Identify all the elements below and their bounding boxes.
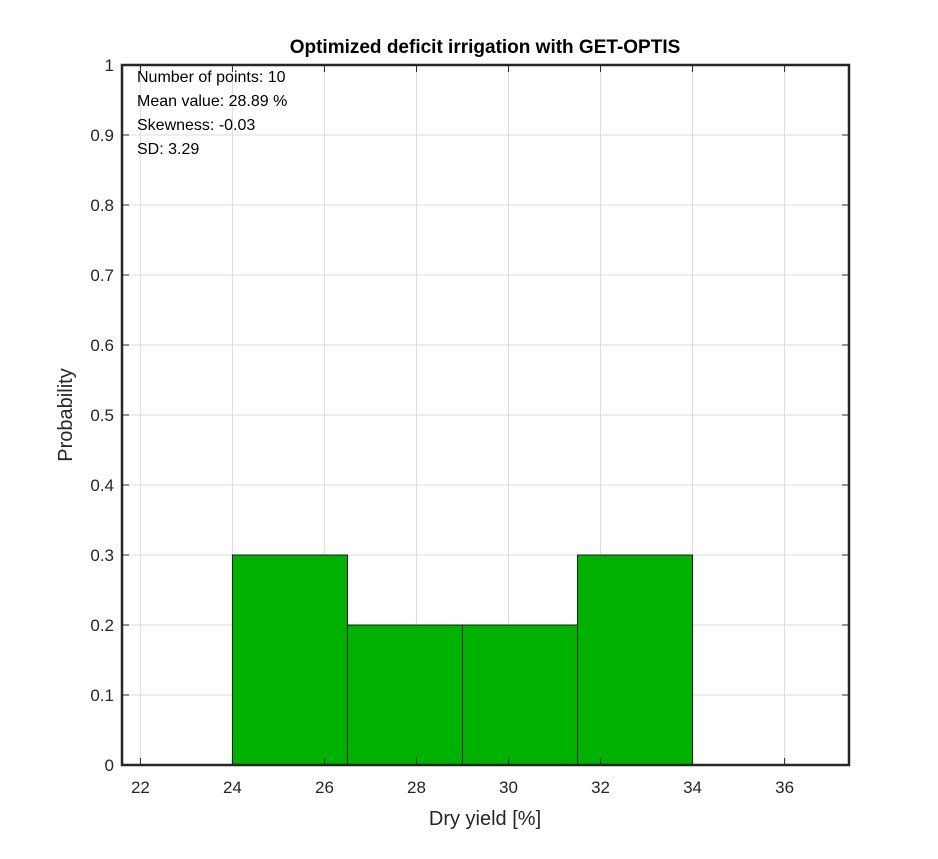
stats-line: SD: 3.29 bbox=[137, 141, 199, 158]
y-tick-label: 0 bbox=[105, 756, 114, 775]
x-tick-label: 28 bbox=[407, 778, 426, 797]
histogram-bar bbox=[461, 624, 579, 766]
x-tick-label: 36 bbox=[775, 778, 794, 797]
histogram-bar bbox=[346, 624, 463, 766]
y-tick-label: 0.1 bbox=[90, 686, 114, 705]
bars-layer bbox=[231, 554, 694, 766]
stats-line: Mean value: 28.89 % bbox=[137, 93, 287, 110]
y-axis-label: Probability bbox=[55, 368, 77, 461]
x-tick-label: 24 bbox=[223, 778, 242, 797]
stats-annotation: Number of points: 10 Mean value: 28.89 % S… bbox=[137, 69, 287, 158]
y-tick-label: 0.4 bbox=[90, 476, 114, 495]
x-tick-label: 22 bbox=[131, 778, 150, 797]
y-tick-label: 0.2 bbox=[90, 616, 114, 635]
chart-title: Optimized deficit irrigation with GET-OP… bbox=[290, 37, 681, 58]
y-tick-label: 0.6 bbox=[90, 336, 114, 355]
x-tick-label: 30 bbox=[499, 778, 518, 797]
stats-line: Skewness: -0.03 bbox=[137, 117, 255, 134]
x-tick-label: 34 bbox=[683, 778, 702, 797]
plot-frame bbox=[120, 63, 851, 767]
x-tick-label: 32 bbox=[591, 778, 610, 797]
x-tick-label: 26 bbox=[315, 778, 334, 797]
y-tick-label: 0.3 bbox=[90, 546, 114, 565]
x-axis-label: Dry yield [%] bbox=[429, 808, 541, 830]
y-tick-label: 0.5 bbox=[90, 406, 114, 425]
y-tick-label: 0.9 bbox=[90, 126, 114, 145]
stats-line: Number of points: 10 bbox=[137, 69, 286, 86]
histogram-bar bbox=[231, 554, 348, 766]
y-tick-label: 0.8 bbox=[90, 196, 114, 215]
y-tick-label: 0.7 bbox=[90, 266, 114, 285]
histogram-bar bbox=[577, 554, 694, 766]
y-tick-label: 1 bbox=[105, 56, 114, 75]
